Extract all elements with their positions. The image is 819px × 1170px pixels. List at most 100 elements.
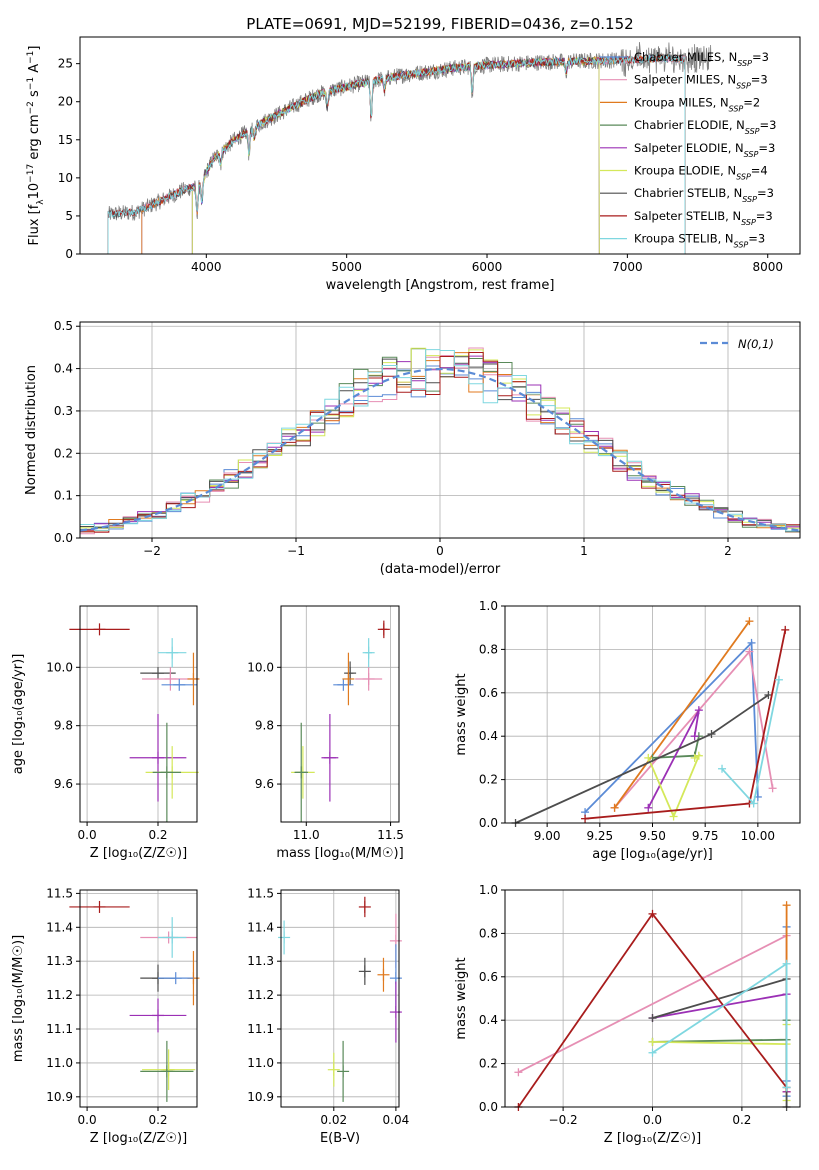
y-tick-label: 11.2 [46,988,73,1002]
y-tick-label: 10.0 [247,660,274,674]
legend-label: Chabrier ELODIE, NSSP=3 [634,118,776,136]
y-tick-label: 9.8 [255,719,274,733]
legend-label: Kroupa MILES, NSSP=2 [634,95,760,113]
age-vs-metallicity-panel: 0.0 0.2 9.6 9.8 10.0 Z [log₁₀(Z/Z☉)] age [log₁… [11,605,200,861]
x-tick-label: −0.2 [549,1113,578,1127]
errorbar-point [294,722,308,822]
errorbar-point [362,638,375,668]
x-tick-label: 11.0 [293,828,320,842]
y-tick-label: 0.1 [54,489,73,503]
y-tick-label: 11.4 [46,920,73,934]
errorbar-point [69,900,130,913]
x-axis-label: Z [log₁₀(Z/Z☉)] [604,1131,701,1146]
y-tick-label: 0.0 [479,1100,498,1114]
y-tick-label: 0.0 [54,531,73,545]
x-tick-label: −1 [287,544,305,558]
errorbar-point [69,623,130,636]
x-axis-label: mass [log₁₀(M/M☉)] [276,846,403,861]
age-vs-mass-panel: 11.0 11.5 9.6 9.8 10.0 mass [log₁₀(M/M☉)] [247,605,404,861]
x-tick-label: 9.50 [639,829,666,843]
errorbar-point [358,896,371,918]
x-tick-label: 0.2 [148,1113,167,1127]
y-tick-label: 20 [58,95,73,109]
weight-series-line [515,694,769,824]
y-tick-label: 0.6 [479,686,498,700]
mass-vs-ebv-panel: 0.02 0.04 10.9 11.0 11.1 11.2 11.3 11.4 11.5 E(B-… [247,886,409,1146]
errorbar-point [140,1040,194,1102]
spectrum-lines [107,41,712,254]
errorbar-point [321,714,339,802]
y-tick-label: 0.5 [54,319,73,333]
y-tick-label: 0.2 [479,1057,498,1071]
errorbar-point [161,678,197,691]
errorbar-point [377,620,390,639]
errorbar-point [142,1049,196,1091]
residuals-histogram-panel: −2 −1 0 1 2 0.0 0.1 0.2 0.3 0.4 0.5 (data-model)/er… [24,319,801,577]
x-tick-label: 11.5 [377,828,404,842]
x-tick-label: 0.04 [383,1113,410,1127]
x-tick-label: 5000 [331,260,362,274]
errorbar-point [278,920,291,955]
errorbar-point [344,661,357,685]
errorbar-point [158,917,187,958]
x-tick-label: 0 [436,544,444,558]
errorbar-point [342,652,355,706]
weight-series-line [652,962,788,1088]
y-tick-label: 0.4 [54,362,73,376]
errorbar-point [158,972,194,985]
x-tick-label: 4000 [191,260,222,274]
weight-vs-age-panel: 9.00 9.25 9.50 9.75 10.00 0.0 0.2 0.4 0.6 0.8 1.0 a… [454,599,801,862]
errorbar-point [358,957,371,985]
x-tick-label: 0.0 [78,828,97,842]
x-tick-label: 6000 [472,260,503,274]
y-tick-label: 11.4 [247,920,274,934]
x-axis-label: age [log₁₀(age/yr)] [592,847,713,862]
y-tick-label: 10 [58,171,73,185]
plot-frame [79,605,198,823]
model-spectrum-line [107,53,686,254]
y-axis-label: mass weight [454,673,469,755]
errorbar-point [129,998,187,1033]
x-tick-label: 9.00 [534,829,561,843]
y-tick-label: 9.8 [54,719,73,733]
y-tick-label: 11.1 [46,1022,73,1036]
legend-label: Chabrier STELIB, NSSP=3 [634,186,774,204]
errorbar-point [377,957,390,992]
y-tick-label: 9.6 [54,777,73,791]
x-axis-label: (data-model)/error [380,562,501,577]
x-tick-label: 1 [580,544,588,558]
x-tick-label: 0.0 [78,1113,97,1127]
x-axis-label: E(B-V) [320,1131,360,1146]
plot-frame [280,605,400,823]
y-tick-label: 0 [65,247,73,261]
histogram-step [80,349,800,532]
y-tick-label: 25 [58,57,73,71]
errorbar-point [187,652,200,706]
spectrum-panel: 4000 5000 6000 7000 8000 0 5 10 15 20 25 wavelength… [26,36,801,293]
y-tick-label: 0.0 [479,816,498,830]
y-tick-label: 11.1 [247,1022,274,1036]
x-tick-label: 9.25 [586,829,613,843]
y-tick-label: 0.8 [479,926,498,940]
errorbar-point [152,722,182,822]
y-tick-label: 0.8 [479,642,498,656]
x-tick-label: 0.2 [732,1113,751,1127]
legend-label: Chabrier MILES, NSSP=3 [634,50,769,68]
x-tick-label: 2 [724,544,732,558]
x-tick-label: 0.2 [148,828,167,842]
x-axis-label: Z [log₁₀(Z/Z☉)] [90,1131,187,1146]
y-axis-label: mass weight [454,957,469,1039]
model-spectrum-line [191,57,600,254]
y-tick-label: 5 [65,209,73,223]
y-tick-label: 15 [58,133,73,147]
model-spectrum-line [107,53,686,254]
x-tick-label: 9.75 [692,829,719,843]
legend-label: Salpeter STELIB, NSSP=3 [634,209,773,227]
weight-vs-metallicity-panel: −0.2 0.0 0.2 0.0 0.2 0.4 0.6 0.8 1.0 Z [log₁₀(Z/Z… [454,883,801,1146]
weight-series-line [647,753,701,819]
y-tick-label: 11.3 [46,954,73,968]
model-spectrum-line [107,53,686,254]
x-tick-label: 0.0 [643,1113,662,1127]
errorbar-point [337,1040,350,1102]
